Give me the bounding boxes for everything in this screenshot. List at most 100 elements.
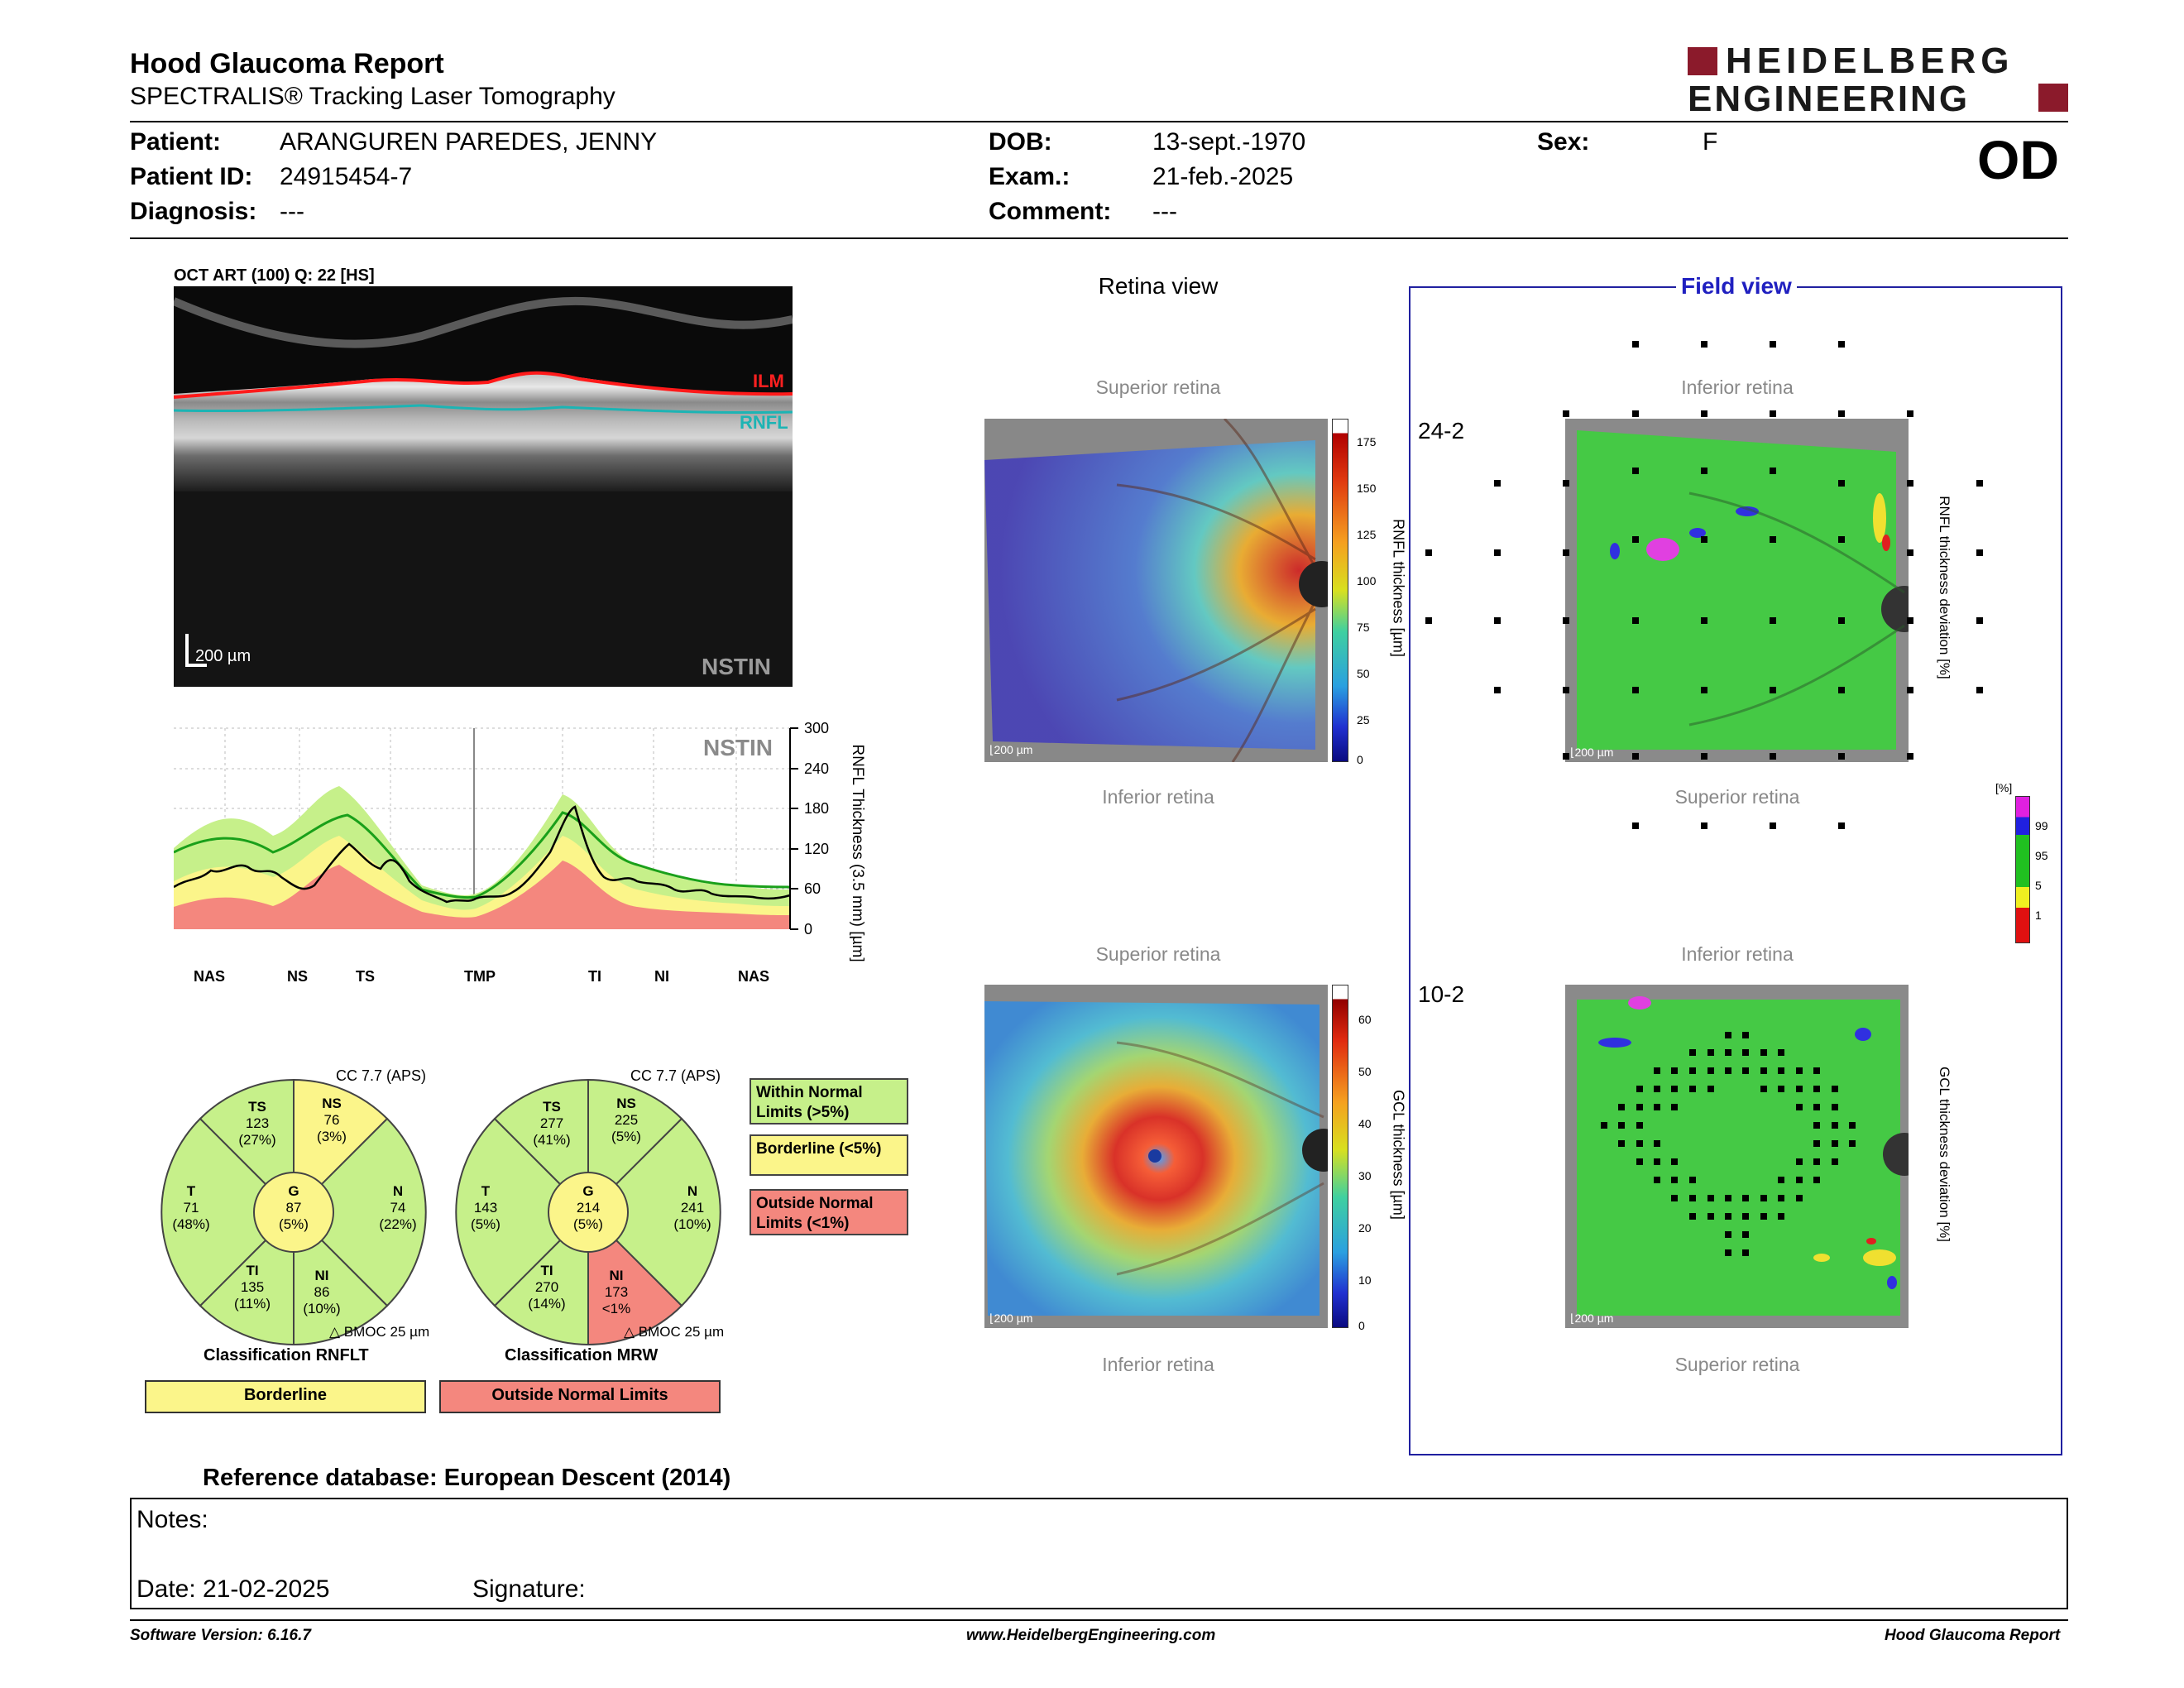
field-view-title: Field view <box>1676 273 1797 300</box>
gcl-deviation-label: GCL thickness deviation [%] <box>1937 1067 1952 1242</box>
patient-value: ARANGUREN PAREDES, JENNY <box>280 128 658 156</box>
mrw-t: T 143 (5%) <box>471 1183 500 1232</box>
profile-ytick-0: 0 <box>804 921 813 938</box>
mrw-sector-chart: TS 277 (41%) NS 225 (5%) T 143 (5%) N 241 (10%) … <box>452 1076 725 1349</box>
rnflt-ns: NS 76 (3%) <box>317 1096 347 1144</box>
rnflt-bmoc: △ BMOC 25 µm <box>329 1324 430 1340</box>
retina-bottom2: Inferior retina <box>1102 1354 1214 1375</box>
retina-top2: Superior retina <box>1095 943 1221 965</box>
gcl-deviation-map: ⌊200 µm <box>1565 985 1909 1328</box>
dob-label: DOB: <box>989 128 1052 156</box>
report-title: Hood Glaucoma Report <box>130 48 444 79</box>
sector-nas-1: NAS <box>194 968 226 985</box>
svg-text:⌊200 µm: ⌊200 µm <box>1570 1312 1613 1325</box>
field-bottom2: Superior retina <box>1674 1354 1800 1375</box>
rnfl-label: RNFL <box>740 412 788 433</box>
heidelberg-logo: HEIDELBERG ENGINEERING <box>1688 41 2068 120</box>
pct-tick-95: 95 <box>2035 849 2048 862</box>
rnflt-ti: TI 135 (11%) <box>233 1263 271 1312</box>
field-label-10-2: 10-2 <box>1418 981 1465 1007</box>
mrw-g: G 214 (5%) <box>573 1183 603 1232</box>
gcl-tick-30: 30 <box>1358 1169 1372 1182</box>
rnfl-profile-chart: NSTIN 300 240 180 120 60 0 <box>173 720 829 1001</box>
profile-ytick-240: 240 <box>804 760 830 777</box>
ilm-label: ILM <box>753 371 784 391</box>
retina-view-title: Retina view <box>1098 273 1219 299</box>
notes-date: Date: 21-02-2025 <box>136 1575 330 1603</box>
profile-nstin-label: NSTIN <box>703 735 773 760</box>
gcl-tick-50: 50 <box>1358 1065 1372 1078</box>
rnflt-classification: Borderline <box>145 1380 426 1413</box>
rnfl-tick-125: 125 <box>1357 528 1377 541</box>
rnflt-caption: Classification RNFLT <box>204 1346 369 1364</box>
rnflt-cc: CC 7.7 (APS) <box>336 1067 427 1084</box>
profile-ytick-120: 120 <box>804 841 830 857</box>
profile-ytick-300: 300 <box>804 720 830 736</box>
exam-label: Exam.: <box>989 163 1070 190</box>
rnfl-tick-175: 175 <box>1357 435 1377 448</box>
sector-ti: TI <box>588 968 601 985</box>
rnflt-ni: NI 86 (10%) <box>303 1268 341 1316</box>
rnflt-sector-chart: TS 123 (27%) NS 76 (3%) T 71 (48%) N 74 (22%) TI… <box>157 1076 430 1349</box>
profile-ylabel: RNFL Thickness (3.5 mm) [µm] <box>849 744 866 962</box>
oct-bscan-image: ILM RNFL 200 µm NSTIN <box>174 286 793 687</box>
mrw-ts: TS 277 (41%) <box>533 1099 571 1148</box>
rnfl-thickness-map: ⌊200 µm <box>984 419 1328 762</box>
report-subtitle: SPECTRALIS® Tracking Laser Tomography <box>130 83 615 110</box>
notes-signature: Signature: <box>472 1575 586 1603</box>
rnfl-tick-150: 150 <box>1357 482 1377 495</box>
logo-line2: ENGINEERING <box>1688 79 1971 119</box>
oct-title: OCT ART (100) Q: 22 [HS] <box>174 266 375 285</box>
pct-tick-1: 1 <box>2035 909 2042 922</box>
eye-label: OD <box>1977 129 2059 190</box>
sector-tmp: TMP <box>464 968 496 985</box>
patient-label: Patient: <box>130 128 222 156</box>
visual-field-10-2-points <box>1601 1032 1856 1256</box>
comment-label: Comment: <box>989 198 1112 225</box>
oct-scale-label: 200 µm <box>195 647 251 665</box>
mrw-cc: CC 7.7 (APS) <box>630 1067 721 1084</box>
rnflt-t: T 71 (48%) <box>172 1183 210 1232</box>
mrw-ti: TI 270 (14%) <box>528 1263 566 1312</box>
exam-value: 21-feb.-2025 <box>1152 163 1294 190</box>
gcl-tick-10: 10 <box>1358 1273 1372 1287</box>
svg-text:⌊200 µm: ⌊200 µm <box>1570 746 1613 759</box>
profile-ytick-60: 60 <box>804 880 821 897</box>
mrw-ns: NS 225 (5%) <box>611 1096 641 1144</box>
mrw-caption: Classification MRW <box>505 1346 659 1364</box>
pct-unit: [%] <box>1995 781 2013 794</box>
mrw-classification: Outside Normal Limits <box>439 1380 721 1413</box>
rnfl-tick-0: 0 <box>1357 753 1363 766</box>
patient-id-value: 24915454-7 <box>280 163 413 190</box>
retina-bottom1: Inferior retina <box>1102 786 1214 808</box>
rnfl-deviation-map: ⌊200 µm <box>1565 419 1909 762</box>
rnfl-colorbar-label: RNFL thickness [µm] <box>1390 519 1407 657</box>
software-version: Software Version: 6.16.7 <box>130 1627 311 1644</box>
profile-ytick-180: 180 <box>804 800 830 817</box>
patient-id-label: Patient ID: <box>130 163 253 190</box>
diagnosis-value: --- <box>280 198 304 225</box>
gcl-tick-60: 60 <box>1358 1013 1372 1026</box>
gcl-tick-40: 40 <box>1358 1117 1372 1130</box>
notes-box[interactable]: Notes: Date: 21-02-2025 Signature: <box>130 1498 2068 1609</box>
svg-text:⌊200 µm: ⌊200 µm <box>989 743 1032 756</box>
legend-outside: Outside Normal Limits (<1%) <box>750 1189 908 1235</box>
pct-tick-99: 99 <box>2035 819 2048 832</box>
sector-ns: NS <box>287 968 309 985</box>
sector-nas-2: NAS <box>738 968 770 985</box>
website-link[interactable]: www.HeidelbergEngineering.com <box>966 1627 1216 1644</box>
sex-label: Sex: <box>1537 128 1590 156</box>
rnfl-tick-75: 75 <box>1357 621 1370 634</box>
field-top2: Inferior retina <box>1681 943 1794 965</box>
oct-nstin-label: NSTIN <box>702 654 771 679</box>
percent-colorbar <box>2015 796 2030 943</box>
rnfl-tick-100: 100 <box>1357 574 1377 587</box>
gcl-thickness-map: ⌊200 µm <box>984 985 1328 1328</box>
sector-ts: TS <box>356 968 376 985</box>
rnfl-tick-25: 25 <box>1357 713 1370 727</box>
rnflt-n: N 74 (22%) <box>379 1183 417 1232</box>
sex-value: F <box>1703 128 1718 156</box>
notes-label: Notes: <box>136 1506 208 1533</box>
mrw-ni: NI 173 <1% <box>601 1268 631 1316</box>
retina-top1: Superior retina <box>1095 376 1221 398</box>
